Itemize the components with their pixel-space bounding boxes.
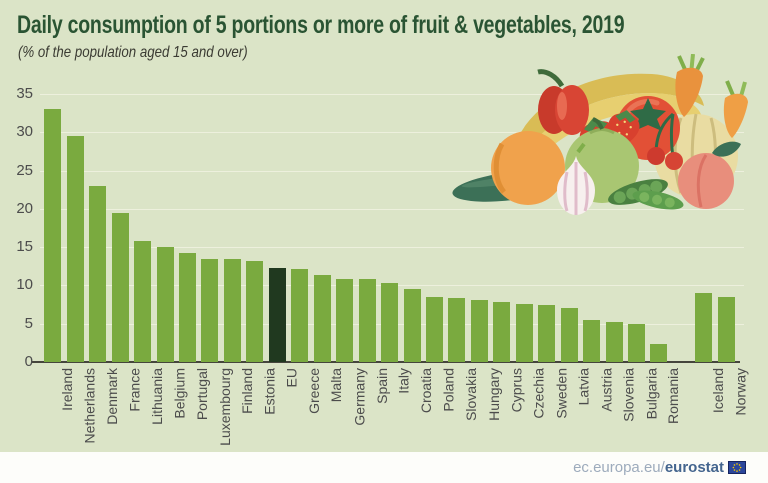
gridline [40,94,744,95]
bar-eu [268,267,286,362]
page-title: Daily consumption of 5 portions or more … [17,11,625,39]
tomato-icon [616,96,680,160]
bar-finland [223,259,241,362]
bar-slovenia [605,322,623,362]
bar-bulgaria [628,324,645,362]
bar-greece [291,268,309,362]
bar-netherlands [66,136,84,362]
gridline [40,247,744,249]
page-subtitle: (% of the population aged 15 and over) [18,44,248,61]
y-tick-label: 25 [16,161,33,179]
bar-lithuania [134,241,152,362]
footer: ec.europa.eu/eurostat [0,452,768,483]
peach-icon [678,141,741,209]
y-tick-label: 35 [16,85,33,102]
gridline [40,132,744,134]
y-tick-label: 15 [16,238,33,256]
bar-italy [381,283,399,362]
bar-cyprus [493,302,511,362]
bar-spain [358,279,376,362]
y-tick-label: 10 [16,276,33,294]
y-tick-label: 5 [24,314,33,332]
footer-url-prefix: ec.europa.eu/ [573,459,665,476]
red-pepper-icon [537,69,589,135]
carrot-icon [723,80,748,138]
bar-austria [583,319,601,362]
bar-latvia [560,307,578,362]
bar-malta [313,274,331,362]
footer-brand: eurostat [664,459,724,476]
bar-poland [425,296,443,362]
footer-link[interactable]: ec.europa.eu/eurostat [573,459,746,476]
bar-hungary [470,299,488,362]
bar-denmark [89,185,107,362]
bar-portugal [179,252,196,362]
bar-belgium [156,247,174,362]
gridline [40,170,744,172]
bar-romania [650,344,668,362]
bar-germany [336,279,354,362]
carrot-icon [675,54,705,117]
bar-france [111,212,129,362]
eu-flag-icon [728,461,746,474]
bar-croatia [403,288,421,362]
bar-luxembourg [201,258,219,362]
fruit-vegetables-illustration [452,54,748,215]
x-axis-line [40,361,740,363]
bar-slovakia [448,297,466,362]
y-tick-label: 0 [24,353,33,370]
zero-tick [32,361,40,363]
bar-ireland [44,109,62,362]
bar-iceland [695,293,713,362]
bar-czechia [515,303,533,362]
bar-sweden [538,305,556,362]
cherries-icon [647,112,683,170]
pea-pod-icon [632,190,684,210]
garlic-icon [557,142,595,215]
y-tick-label: 20 [16,199,33,217]
bar-norway [717,296,735,362]
plot-area: 0 5 10 15 20 25 30 35 Ireland Netherlands Denmark F… [16,85,748,446]
bar-estonia [246,260,264,362]
y-tick-label: 30 [16,123,33,141]
orange-icon [491,131,565,205]
gridline [40,208,744,210]
